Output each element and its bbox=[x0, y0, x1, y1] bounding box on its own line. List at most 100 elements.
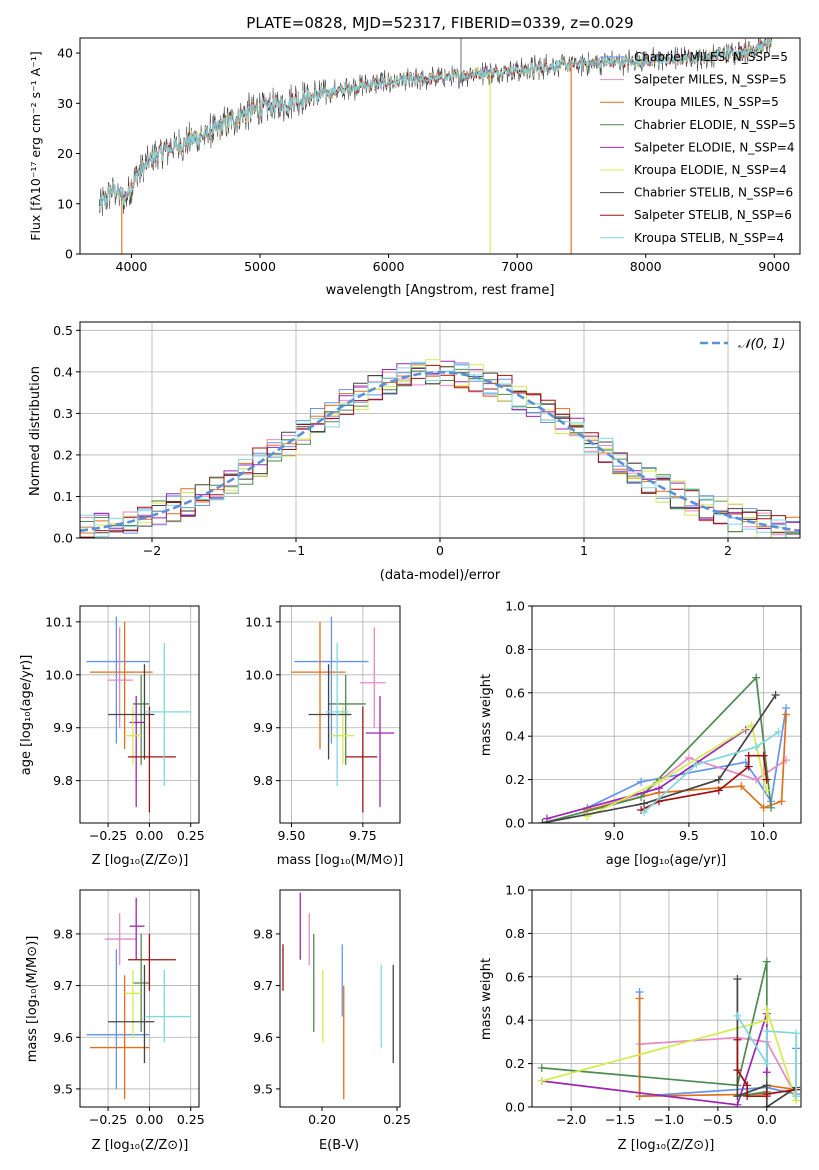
y-tick-label: 0.0 bbox=[505, 816, 525, 831]
legend-label: Salpeter MILES, N_SSP=5 bbox=[634, 73, 787, 87]
mass-weight-point bbox=[774, 727, 783, 736]
y-tick-label: 0.2 bbox=[53, 447, 73, 462]
legend-label: Chabrier MILES, N_SSP=5 bbox=[634, 50, 788, 64]
plot-area bbox=[282, 892, 394, 1100]
x-tick-label: 6000 bbox=[373, 259, 405, 274]
histogram-xlabel: (data-model)/error bbox=[380, 568, 501, 583]
mass-weight-point bbox=[655, 777, 664, 786]
mass-weight-point bbox=[771, 690, 780, 699]
y-tick-label: 0.4 bbox=[505, 1013, 525, 1028]
mass-z-xlabel: Z [log₁₀(Z/Z⊙)] bbox=[92, 1138, 189, 1153]
mass-weight-point bbox=[733, 1100, 742, 1107]
y-tick-label: 0.6 bbox=[505, 969, 525, 984]
axes-frame bbox=[79, 889, 200, 1108]
mass-weight-point bbox=[762, 1068, 771, 1077]
mass-weight-series-line bbox=[546, 728, 747, 820]
mass-weight-point bbox=[733, 1011, 742, 1020]
mass-ebv-xlabel: E(B-V) bbox=[319, 1138, 359, 1153]
y-tick-label: 9.8 bbox=[253, 773, 273, 788]
y-tick-label: 1.0 bbox=[505, 599, 525, 614]
histogram-series-step bbox=[80, 361, 800, 538]
x-tick-label: 9.75 bbox=[349, 828, 377, 843]
x-tick-label: 9.5 bbox=[679, 828, 699, 843]
x-tick-label: 0.20 bbox=[308, 1112, 336, 1127]
plot-area bbox=[80, 359, 800, 538]
mass-weight-point bbox=[744, 751, 753, 760]
mass-weight-point bbox=[762, 1005, 771, 1014]
mass-weight-point bbox=[752, 673, 761, 682]
mass-weight-point bbox=[752, 775, 761, 784]
y-tick-label: 9.9 bbox=[253, 720, 273, 735]
x-tick-label: 0.25 bbox=[177, 828, 205, 843]
age-z-xlabel: Z [log₁₀(Z/Z⊙)] bbox=[92, 853, 189, 868]
legend-label: Salpeter STELIB, N_SSP=6 bbox=[634, 208, 792, 222]
legend-label: Kroupa STELIB, N_SSP=4 bbox=[634, 231, 784, 245]
mass-weight-point bbox=[792, 1092, 801, 1101]
plot-area bbox=[291, 616, 395, 813]
y-tick-label: 10.0 bbox=[245, 667, 273, 682]
y-tick-label: 1.0 bbox=[505, 883, 525, 898]
y-tick-label: 9.6 bbox=[253, 1030, 273, 1045]
age-vs-mass-panel: 9.50 9.75 9.8 9.9 10.0 10.1 mass [log₁₀(M/M⊙)… bbox=[245, 605, 403, 868]
mass-weight-vs-age-panel: 9.0 9.5 10.0 0.0 0.2 0.4 0.6 0.8 1.0 age [log₁₀(… bbox=[479, 599, 802, 868]
y-tick-label: 0.3 bbox=[53, 406, 73, 421]
spectrum-series-line bbox=[98, 38, 772, 212]
mass-weight-point bbox=[714, 786, 723, 795]
mass-z-ylabel: mass [log₁₀(M/M⊙)] bbox=[25, 936, 40, 1063]
mass-weight-point bbox=[762, 1089, 771, 1098]
mass-weight-series-line bbox=[587, 714, 787, 811]
age-vs-metallicity-panel: −0.25 0.00 0.25 9.8 9.9 10.0 10.1 Z [log₁₀(Z/Z… bbox=[19, 605, 205, 868]
x-tick-label: 0.25 bbox=[383, 1112, 411, 1127]
x-tick-label: 9000 bbox=[758, 259, 790, 274]
mass-weight-point bbox=[640, 808, 649, 817]
axes-frame bbox=[79, 321, 801, 539]
x-tick-label: 0.0 bbox=[757, 1112, 777, 1127]
mass-weight-point bbox=[752, 743, 761, 752]
x-tick-label: −2 bbox=[143, 543, 161, 558]
mass-weight-point bbox=[743, 1092, 752, 1101]
mass-weight-point bbox=[640, 799, 649, 808]
spectrum-title: PLATE=0828, MJD=52317, FIBERID=0339, z=0… bbox=[246, 14, 633, 32]
x-tick-label: 0.00 bbox=[135, 828, 163, 843]
x-tick-label: −1.5 bbox=[605, 1112, 635, 1127]
legend-label: Chabrier ELODIE, N_SSP=5 bbox=[634, 118, 796, 132]
x-tick-label: −0.5 bbox=[703, 1112, 733, 1127]
y-tick-label: 9.5 bbox=[53, 1081, 73, 1096]
x-tick-label: 7000 bbox=[501, 259, 533, 274]
mass-weight-point bbox=[637, 792, 646, 801]
y-tick-label: 9.6 bbox=[53, 1030, 73, 1045]
y-tick-label: 40 bbox=[57, 46, 73, 61]
mass-weight-point bbox=[733, 1035, 742, 1044]
histogram-ylabel: Normed distribution bbox=[28, 366, 43, 496]
mass-weight-point bbox=[743, 1081, 752, 1090]
plot-area bbox=[98, 38, 772, 254]
mass-weight-point bbox=[635, 994, 644, 1003]
plot-area bbox=[538, 673, 791, 823]
y-tick-label: 10.1 bbox=[245, 614, 273, 629]
mass-weight-point bbox=[538, 819, 547, 823]
y-tick-label: 20 bbox=[57, 146, 73, 161]
x-tick-label: 1 bbox=[580, 543, 588, 558]
spectrum-ylabel: Flux [fλ10⁻¹⁷ erg cm⁻² s⁻¹ A⁻¹] bbox=[28, 51, 43, 240]
legend-label: Kroupa MILES, N_SSP=5 bbox=[634, 95, 779, 109]
mass-vs-ebv-panel: 0.20 0.25 9.5 9.6 9.7 9.8 E(B-V) bbox=[253, 889, 411, 1153]
mass-weight-point bbox=[637, 777, 646, 786]
weight-z-xlabel: Z [log₁₀(Z/Z⊙)] bbox=[618, 1138, 715, 1153]
legend-label: 𝒩(0, 1) bbox=[738, 337, 785, 352]
y-tick-label: 0.2 bbox=[505, 1056, 525, 1071]
y-tick-label: 30 bbox=[57, 96, 73, 111]
x-tick-label: −0.25 bbox=[89, 828, 127, 843]
mass-weight-point bbox=[762, 1103, 771, 1107]
axes-frame bbox=[279, 605, 401, 824]
mass-weight-point bbox=[684, 753, 693, 762]
y-tick-label: 0.0 bbox=[53, 531, 73, 546]
mass-weight-point bbox=[744, 762, 753, 771]
weight-age-ylabel: mass weight bbox=[479, 674, 494, 756]
y-tick-label: 0.4 bbox=[505, 729, 525, 744]
mass-weight-point bbox=[782, 710, 791, 719]
x-tick-label: 10.0 bbox=[750, 828, 778, 843]
mass-weight-point bbox=[762, 786, 771, 795]
residual-histogram-panel: −2 −1 0 1 2 0.0 0.1 0.2 0.3 0.4 0.5 (data-model)/e… bbox=[28, 321, 801, 583]
y-tick-label: 9.7 bbox=[253, 978, 273, 993]
